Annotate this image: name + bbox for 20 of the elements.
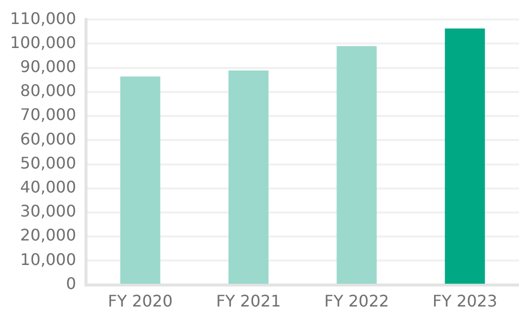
x-tick-label: FY 2021: [216, 292, 281, 311]
bar: [120, 76, 160, 284]
y-tick-label: 20,000: [20, 226, 76, 245]
y-tick-label: 70,000: [20, 105, 76, 124]
y-tick-label: 60,000: [20, 129, 76, 148]
bar: [228, 70, 268, 284]
y-tick-label: 30,000: [20, 202, 76, 221]
x-tick-label: FY 2020: [108, 292, 173, 311]
y-tick-label: 80,000: [20, 81, 76, 100]
x-tick-label: FY 2022: [324, 292, 390, 311]
y-tick-label: 40,000: [20, 178, 76, 197]
bar: [444, 28, 485, 284]
y-tick-label: 10,000: [20, 250, 76, 269]
y-tick-label: 50,000: [20, 153, 76, 172]
y-tick-label: 90,000: [20, 56, 76, 76]
y-tick-label: 100,000: [10, 32, 76, 52]
x-tick-label: FY 2023: [432, 292, 498, 311]
y-tick-label: 110,000: [10, 8, 76, 28]
y-tick-label: 0: [66, 274, 76, 293]
bar: [336, 46, 377, 284]
